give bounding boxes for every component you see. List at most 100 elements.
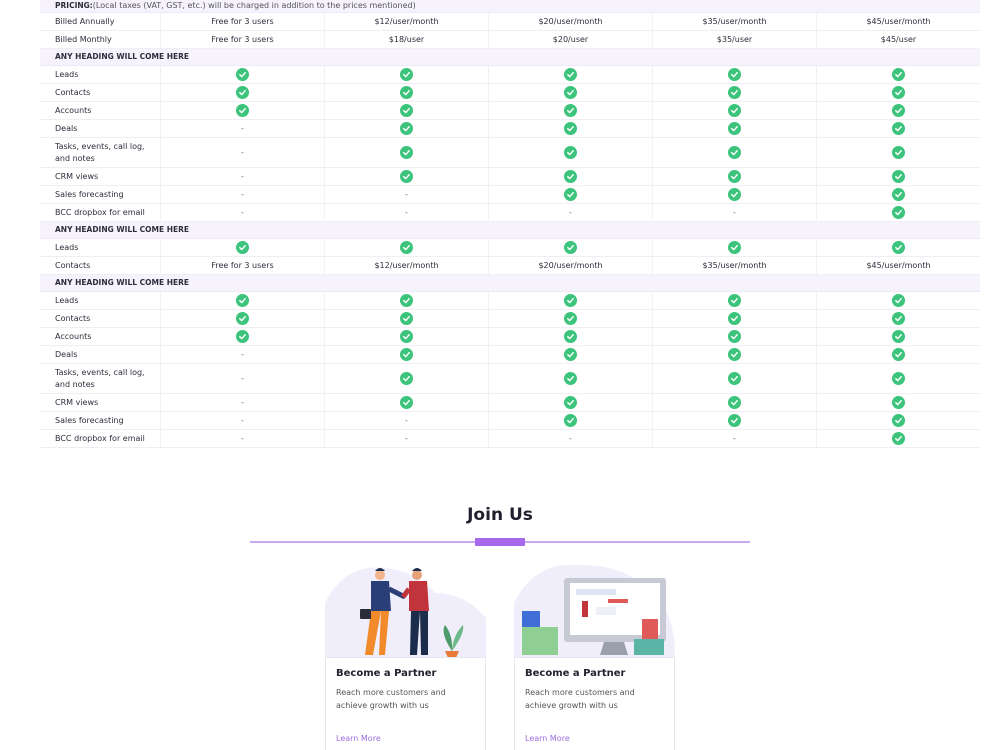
check-cell bbox=[324, 84, 488, 101]
check-cell bbox=[324, 328, 488, 345]
row-label: Leads bbox=[55, 295, 79, 305]
pricing-comparison-table: PRICING:(Local taxes (VAT, GST, etc.) wi… bbox=[40, 0, 980, 448]
check-icon bbox=[400, 330, 413, 343]
check-cell bbox=[652, 310, 816, 327]
dash-cell: - bbox=[652, 204, 816, 221]
row-label: Leads bbox=[55, 69, 79, 79]
check-icon bbox=[564, 312, 577, 325]
check-cell bbox=[816, 412, 980, 429]
not-available-dash: - bbox=[405, 434, 408, 443]
check-icon bbox=[728, 170, 741, 183]
table-row: Sales forecasting - - bbox=[40, 186, 980, 204]
check-icon bbox=[564, 294, 577, 307]
check-cell bbox=[652, 138, 816, 167]
check-cell bbox=[160, 239, 324, 256]
check-cell bbox=[488, 102, 652, 119]
check-icon bbox=[400, 146, 413, 159]
check-cell bbox=[816, 328, 980, 345]
learn-more-link[interactable]: Learn More bbox=[525, 734, 570, 743]
check-cell bbox=[652, 186, 816, 203]
learn-more-link[interactable]: Learn More bbox=[336, 734, 381, 743]
join-divider-accent bbox=[475, 538, 525, 546]
check-icon bbox=[892, 372, 905, 385]
table-row: CRM views - bbox=[40, 168, 980, 186]
dash-cell: - bbox=[324, 430, 488, 447]
table-row: Sales forecasting - - bbox=[40, 412, 980, 430]
not-available-dash: - bbox=[241, 208, 244, 217]
check-cell bbox=[488, 186, 652, 203]
table-row: BCC dropbox for email - - - - bbox=[40, 204, 980, 222]
not-available-dash: - bbox=[241, 434, 244, 443]
row-label: Contacts bbox=[55, 87, 91, 97]
row-label: Sales forecasting bbox=[55, 189, 124, 199]
check-cell bbox=[652, 120, 816, 137]
check-cell bbox=[324, 138, 488, 167]
price-cell: $45/user bbox=[816, 31, 980, 48]
check-icon bbox=[400, 372, 413, 385]
check-icon bbox=[728, 330, 741, 343]
check-icon bbox=[892, 294, 905, 307]
check-cell bbox=[324, 239, 488, 256]
not-available-dash: - bbox=[241, 124, 244, 133]
dash-cell: - bbox=[160, 120, 324, 137]
price-cell: $20/user/month bbox=[488, 13, 652, 30]
row-label: CRM views bbox=[55, 397, 99, 407]
check-cell bbox=[652, 239, 816, 256]
card-title: Become a Partner bbox=[525, 668, 626, 679]
not-available-dash: - bbox=[241, 172, 244, 181]
table-row: Tasks, events, call log, and notes - bbox=[40, 138, 980, 168]
check-cell bbox=[160, 84, 324, 101]
check-cell bbox=[652, 84, 816, 101]
check-cell bbox=[160, 292, 324, 309]
check-cell bbox=[816, 204, 980, 221]
check-cell bbox=[816, 430, 980, 447]
check-icon bbox=[400, 86, 413, 99]
check-cell bbox=[488, 328, 652, 345]
row-label: CRM views bbox=[55, 171, 99, 181]
check-icon bbox=[728, 122, 741, 135]
check-cell bbox=[816, 120, 980, 137]
table-row: Accounts bbox=[40, 102, 980, 120]
check-icon bbox=[564, 188, 577, 201]
not-available-dash: - bbox=[241, 190, 244, 199]
pricing-rows: Billed Annually Free for 3 users $12/user/… bbox=[40, 13, 980, 49]
not-available-dash: - bbox=[241, 398, 244, 407]
check-cell bbox=[652, 346, 816, 363]
check-icon bbox=[400, 241, 413, 254]
section-heading-row: ANY HEADING WILL COME HERE bbox=[40, 222, 980, 239]
row-label: Accounts bbox=[55, 105, 92, 115]
check-icon bbox=[400, 122, 413, 135]
check-icon bbox=[728, 241, 741, 254]
check-icon bbox=[728, 348, 741, 361]
check-cell bbox=[324, 168, 488, 185]
check-icon bbox=[236, 294, 249, 307]
not-available-dash: - bbox=[733, 208, 736, 217]
check-cell bbox=[652, 102, 816, 119]
check-cell bbox=[160, 66, 324, 83]
pricing-title: PRICING: bbox=[55, 1, 93, 10]
check-icon bbox=[892, 146, 905, 159]
check-cell bbox=[488, 412, 652, 429]
not-available-dash: - bbox=[733, 434, 736, 443]
check-cell bbox=[488, 364, 652, 393]
check-icon bbox=[236, 86, 249, 99]
check-icon bbox=[400, 68, 413, 81]
check-icon bbox=[400, 170, 413, 183]
not-available-dash: - bbox=[405, 190, 408, 199]
check-cell bbox=[816, 168, 980, 185]
check-cell bbox=[324, 394, 488, 411]
check-icon bbox=[564, 146, 577, 159]
not-available-dash: - bbox=[405, 416, 408, 425]
check-cell bbox=[324, 102, 488, 119]
not-available-dash: - bbox=[241, 416, 244, 425]
check-cell bbox=[652, 394, 816, 411]
check-icon bbox=[236, 104, 249, 117]
check-icon bbox=[564, 170, 577, 183]
check-icon bbox=[564, 104, 577, 117]
check-icon bbox=[400, 104, 413, 117]
dash-cell: - bbox=[324, 412, 488, 429]
row-label: Contacts bbox=[55, 260, 91, 270]
dash-cell: - bbox=[160, 412, 324, 429]
check-icon bbox=[892, 330, 905, 343]
check-cell bbox=[816, 102, 980, 119]
